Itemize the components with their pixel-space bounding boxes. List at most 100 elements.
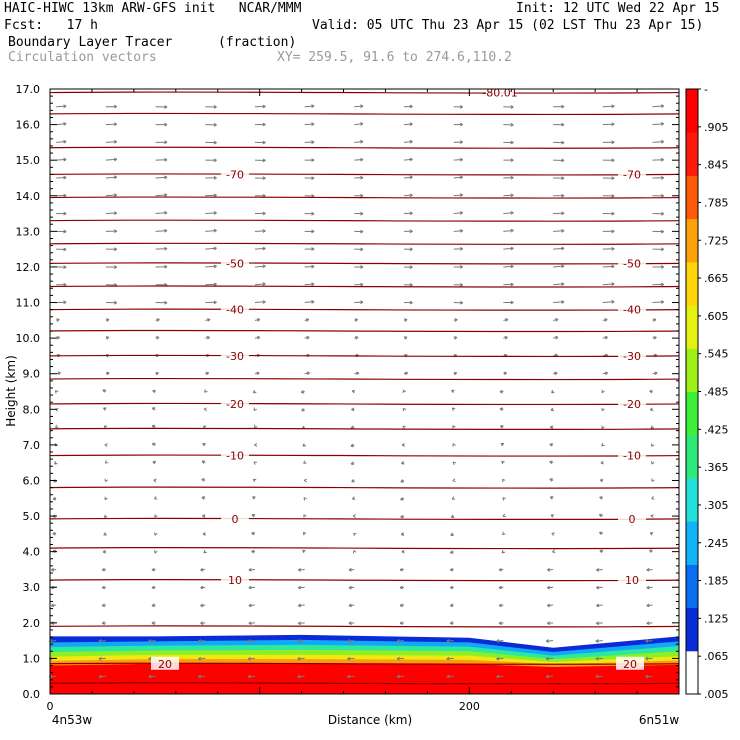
wind-vector-head bbox=[253, 424, 258, 429]
wind-vector-head bbox=[499, 389, 503, 394]
colorbar-label: .425 bbox=[704, 423, 729, 436]
wind-vector-head bbox=[56, 336, 60, 340]
wind-vector bbox=[446, 675, 454, 678]
wind-vector-head bbox=[297, 639, 301, 643]
contour-label: 10 bbox=[228, 574, 242, 587]
wind-vector-head bbox=[561, 264, 565, 269]
wind-vector-head bbox=[254, 442, 258, 447]
wind-vector-head bbox=[63, 265, 67, 269]
wind-vector-head bbox=[297, 674, 301, 679]
colorbar-segment bbox=[686, 218, 698, 263]
wind-vector bbox=[148, 675, 156, 678]
wind-vector-head bbox=[561, 158, 565, 163]
contour-label: 20 bbox=[158, 658, 172, 671]
wind-vector bbox=[453, 159, 463, 161]
wind-vector-head bbox=[360, 265, 364, 269]
wind-vector-head bbox=[164, 264, 168, 269]
wind-vector bbox=[553, 230, 565, 232]
wind-vector-head bbox=[297, 567, 302, 572]
colorbar-label: .485 bbox=[704, 386, 729, 399]
colorbar-label: .245 bbox=[704, 537, 729, 550]
wind-vector-head bbox=[554, 371, 558, 376]
contour-label: -10 bbox=[623, 450, 641, 463]
wind-vector-head bbox=[203, 407, 207, 412]
wind-vector-head bbox=[399, 567, 404, 572]
wind-vector-head bbox=[148, 656, 152, 661]
wind-vector-head bbox=[353, 532, 357, 537]
wind-vector-head bbox=[611, 282, 615, 286]
wind-vector-head bbox=[205, 371, 210, 376]
temperature-contour bbox=[49, 329, 680, 333]
colorbar-segment bbox=[686, 650, 698, 695]
wind-vector-head bbox=[503, 371, 507, 376]
wind-vector bbox=[596, 586, 603, 589]
wind-vector-head bbox=[510, 158, 514, 163]
temperature-contour bbox=[49, 517, 680, 521]
wind-vector bbox=[98, 657, 106, 660]
wind-vector bbox=[403, 123, 413, 126]
wind-vector-head bbox=[649, 389, 653, 394]
temperature-contour bbox=[49, 91, 680, 94]
wind-vector-head bbox=[113, 104, 118, 109]
y-tick-label: 10.0 bbox=[16, 332, 41, 345]
y-tick-label: 4.0 bbox=[23, 546, 41, 559]
wind-vector-head bbox=[651, 443, 655, 447]
colorbar-label: .545 bbox=[704, 348, 729, 361]
wind-vector-head bbox=[253, 461, 258, 465]
colorbar-label: .365 bbox=[704, 461, 729, 474]
wind-vector-head bbox=[297, 603, 302, 608]
colorbar-label: .065 bbox=[704, 650, 729, 663]
wind-vector-head bbox=[598, 513, 603, 518]
y-tick-label: 2.0 bbox=[23, 617, 41, 630]
wind-vector-head bbox=[351, 496, 356, 500]
wind-vector bbox=[396, 640, 405, 642]
wind-vector-head bbox=[660, 139, 665, 144]
wind-vector-head bbox=[351, 389, 356, 394]
wind-vector-head bbox=[103, 407, 107, 411]
y-tick-label: 14.0 bbox=[16, 190, 41, 203]
wind-vector-head bbox=[396, 639, 400, 643]
wind-vector bbox=[403, 176, 413, 179]
wind-vector-head bbox=[311, 282, 315, 287]
contour-label-bg bbox=[618, 167, 646, 181]
wind-vector-head bbox=[300, 389, 305, 394]
wind-vector-head bbox=[595, 656, 599, 661]
temperature-contour bbox=[49, 242, 680, 245]
wind-vector bbox=[298, 586, 305, 589]
wind-vector-head bbox=[459, 211, 464, 215]
wind-vector-head bbox=[311, 300, 315, 304]
wind-vector-head bbox=[348, 621, 352, 626]
colorbar-segment bbox=[686, 521, 698, 565]
wind-vector-head bbox=[401, 461, 405, 465]
wind-vector-head bbox=[360, 122, 364, 126]
wind-vector-head bbox=[496, 656, 500, 661]
wind-vector-head bbox=[164, 140, 168, 145]
wind-vector-head bbox=[396, 674, 400, 679]
wind-vector bbox=[198, 675, 206, 678]
wind-vector-head bbox=[409, 265, 413, 270]
wind-vector-head bbox=[200, 621, 204, 625]
contour-label-bg bbox=[221, 573, 249, 587]
contour-label: -70 bbox=[226, 168, 244, 181]
wind-vector-head bbox=[348, 585, 352, 590]
wind-vector-head bbox=[262, 176, 266, 181]
wind-vector-head bbox=[151, 621, 155, 625]
wind-vector-head bbox=[459, 193, 464, 197]
wind-vector-head bbox=[262, 122, 266, 127]
wind-vector bbox=[503, 229, 514, 232]
wind-vector-head bbox=[409, 300, 413, 305]
wind-vector-head bbox=[501, 460, 505, 465]
wind-vector-head bbox=[547, 603, 551, 608]
wind-vector bbox=[596, 604, 603, 607]
wind-vector-head bbox=[611, 247, 615, 251]
wind-vector-head bbox=[649, 532, 654, 536]
wind-vector-head bbox=[303, 514, 307, 518]
wind-vector bbox=[503, 247, 514, 250]
wind-vector bbox=[205, 283, 217, 286]
temperature-contour bbox=[49, 196, 680, 199]
wind-vector-head bbox=[409, 157, 413, 162]
wind-vector-head bbox=[510, 300, 514, 305]
wind-vector-head bbox=[645, 639, 649, 643]
wind-vector-head bbox=[611, 299, 615, 304]
wind-vector-head bbox=[660, 282, 665, 287]
